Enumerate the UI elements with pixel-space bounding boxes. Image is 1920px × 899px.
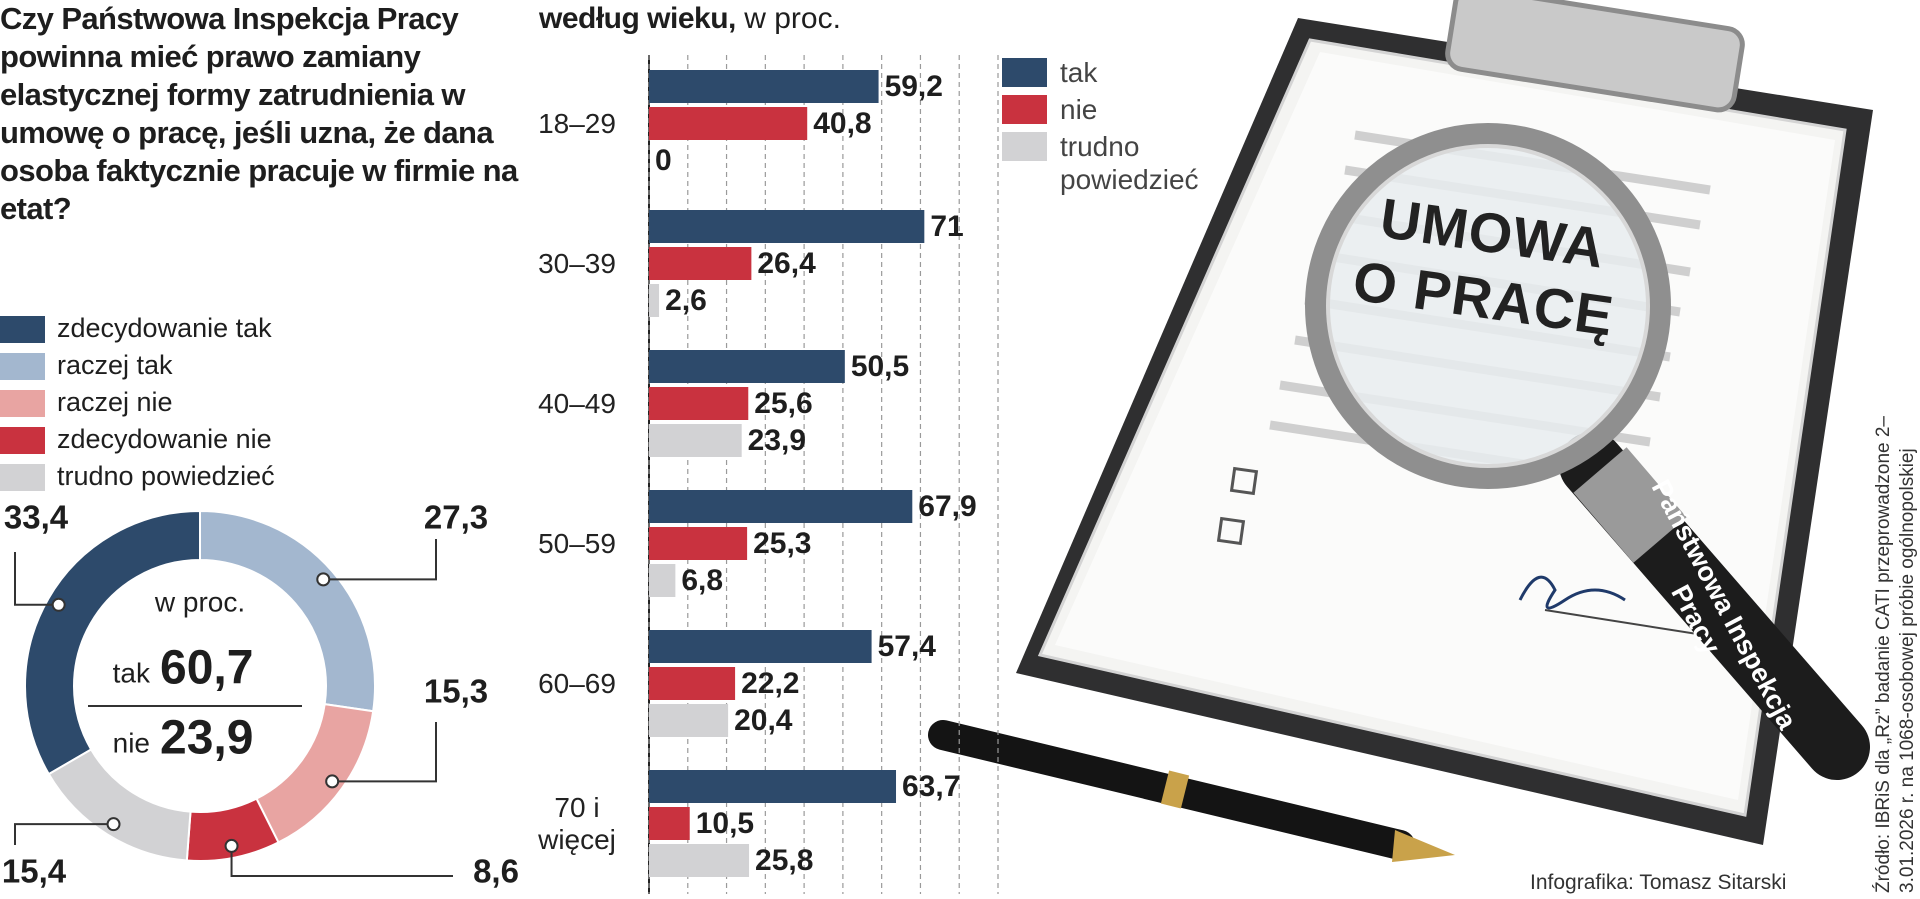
value-label: 33,4: [4, 499, 69, 536]
value-label: 6,8: [681, 564, 723, 597]
legend-label: nie: [1060, 94, 1098, 125]
category-label: 60–69: [538, 668, 616, 699]
source: Źródło: IBRiS dla „Rz” badanie CATI prze…: [1873, 416, 1918, 893]
category-label: 50–59: [538, 528, 616, 559]
signature: [1518, 575, 1626, 610]
value-label: 63,7: [902, 770, 960, 803]
checkbox: [1216, 516, 1246, 546]
value-label: 8,6: [473, 853, 519, 890]
summary-value: 60,7: [160, 642, 253, 695]
bar: [649, 770, 897, 803]
clip: [1445, 0, 1745, 113]
legend-swatch: [0, 427, 45, 454]
legend-swatch: [0, 316, 45, 343]
bar: [649, 630, 872, 663]
value-label: 25,8: [755, 844, 813, 877]
legend-swatch: [1002, 132, 1047, 161]
legend-swatch: [0, 353, 45, 380]
illustration: [928, 0, 1873, 862]
leader-dot: [325, 774, 340, 789]
legend-label: zdecydowanie nie: [57, 424, 272, 454]
magnifier-lens: [1305, 123, 1671, 489]
leader-line: [323, 539, 437, 581]
bar: [649, 210, 925, 243]
leader-dot: [51, 597, 66, 612]
credit: Infografika: Tomasz Sitarski: [1530, 871, 1787, 894]
donut-segment: [47, 748, 192, 862]
donut-segment: [255, 703, 375, 844]
value-label: 50,5: [851, 350, 909, 383]
leader-line: [332, 722, 437, 783]
value-label: 0: [655, 144, 672, 177]
checkbox: [1229, 466, 1259, 496]
value-label: 67,9: [918, 490, 976, 523]
legend-swatch: [0, 464, 45, 491]
value-label: 15,3: [424, 673, 488, 710]
category-label: 70 i więcej: [538, 792, 616, 855]
bar: [649, 107, 808, 140]
legend-swatch: [1002, 95, 1047, 124]
legend-label: zdecydowanie tak: [57, 313, 272, 343]
bar: [649, 424, 742, 457]
legend-label: trudno powiedzieć: [57, 461, 275, 491]
category-label: 18–29: [538, 108, 616, 139]
value-label: 10,5: [696, 807, 754, 840]
legend-swatch: [0, 390, 45, 417]
bar-title-main: według wieku,: [539, 2, 736, 35]
bar-title: według wieku, w proc.: [539, 2, 841, 36]
leader-dot: [316, 572, 331, 587]
handle-collar: [1573, 447, 1687, 563]
legend-label: raczej nie: [57, 387, 173, 417]
lens-rim: [1326, 144, 1650, 468]
summary-value: 23,9: [160, 712, 253, 765]
bar: [649, 247, 752, 280]
value-label: 20,4: [734, 704, 793, 737]
legend-label: trudno powiedzieć: [1060, 131, 1199, 195]
pen-band: [1160, 770, 1190, 809]
question: Czy Państwowa Inspekcja Pracy powinna mi…: [0, 1, 518, 226]
bar: [649, 70, 879, 103]
bar: [649, 284, 660, 317]
bar: [649, 704, 729, 737]
value-label: 25,6: [754, 387, 812, 420]
leader-line: [14, 823, 114, 845]
value-label: 15,4: [2, 853, 67, 890]
summary-name: nie: [113, 727, 150, 758]
donut-segment: [24, 509, 201, 776]
bar: [649, 350, 845, 383]
leader-dot: [224, 838, 239, 853]
value-label: 25,3: [753, 527, 811, 560]
leader-line: [230, 845, 453, 877]
category-label: 40–49: [538, 388, 616, 419]
category-label: 30–39: [538, 248, 616, 279]
bar: [649, 807, 690, 840]
legend-label: tak: [1060, 57, 1098, 88]
bar: [649, 490, 913, 523]
legend-label: raczej tak: [57, 350, 173, 380]
pen-tip: [1392, 830, 1455, 862]
bar-subtitle: w proc.: [744, 2, 841, 35]
value-label: 22,2: [741, 667, 799, 700]
value-label: 2,6: [665, 284, 707, 317]
value-label: 26,4: [757, 247, 816, 280]
value-label: 27,3: [424, 499, 488, 536]
value-label: 57,4: [878, 630, 937, 663]
bar: [649, 387, 749, 420]
bar: [649, 564, 676, 597]
value-label: 40,8: [813, 107, 871, 140]
value-label: 71: [930, 210, 963, 243]
value-label: 59,2: [885, 70, 943, 103]
value-label: 23,9: [748, 424, 806, 457]
bar: [649, 667, 736, 700]
summary-name: tak: [113, 657, 151, 688]
leader-line: [14, 552, 59, 606]
legend-swatch: [1002, 58, 1047, 87]
bar: [649, 527, 748, 560]
leader-dot: [106, 817, 121, 832]
bar: [649, 844, 750, 877]
signature-line: [1544, 609, 1711, 637]
center-label: w proc.: [154, 586, 245, 617]
